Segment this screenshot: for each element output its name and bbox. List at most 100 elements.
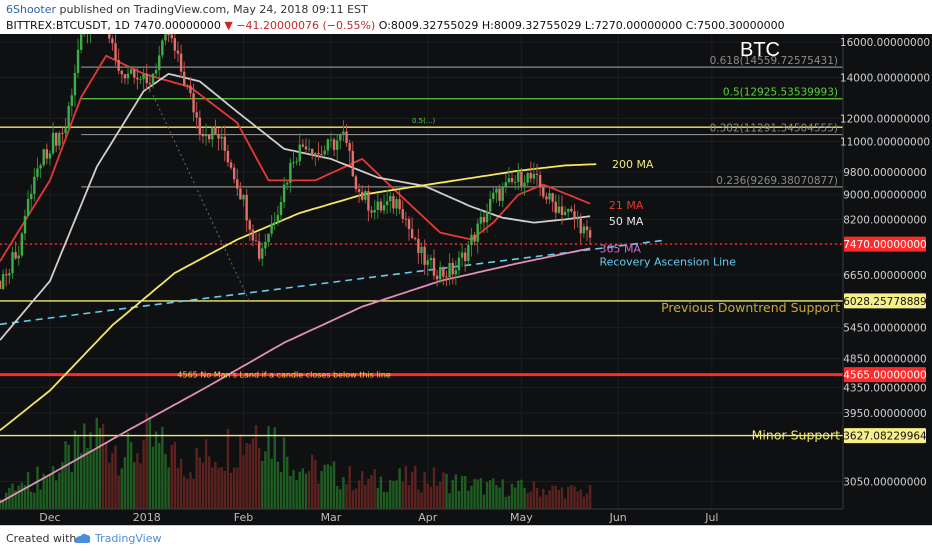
tradingview-brand-link[interactable]: TradingView xyxy=(95,532,161,545)
symbol-label[interactable]: BITTREX:BTCUSDT, 1D xyxy=(6,19,130,32)
fib-level-label: 0.236(9269.38070877) xyxy=(716,175,838,187)
volume-bar xyxy=(233,468,235,509)
candle-body xyxy=(299,145,301,162)
volume-bar xyxy=(583,497,585,509)
volume-bar xyxy=(492,478,494,509)
volume-bar xyxy=(39,490,41,509)
candle-body xyxy=(14,252,16,258)
volume-bar xyxy=(171,445,173,509)
candle-body xyxy=(380,201,382,210)
volume-bar xyxy=(33,493,35,509)
candle-body xyxy=(39,165,41,168)
candle-body xyxy=(67,106,69,128)
candle-body xyxy=(483,217,485,222)
close-value: C:7500.30000000 xyxy=(686,19,785,32)
volume-bar xyxy=(286,457,288,509)
last-price: 7470.00000000 xyxy=(133,19,220,32)
volume-bar xyxy=(427,484,429,509)
candle-body xyxy=(5,274,7,275)
volume-bar xyxy=(542,489,544,509)
candle-body xyxy=(36,169,38,177)
volume-bar xyxy=(423,472,425,509)
volume-bar xyxy=(308,471,310,509)
volume-bar xyxy=(558,490,560,509)
candle-body xyxy=(567,209,569,212)
price-tick-label: 16000.00000000 xyxy=(840,37,930,49)
candle-body xyxy=(174,38,176,50)
candle-body xyxy=(367,191,369,210)
volume-bar xyxy=(445,474,447,509)
volume-bar xyxy=(464,476,466,509)
annotation-label: 21 MA xyxy=(609,199,644,212)
low-value: L:7270.00000000 xyxy=(585,19,682,32)
volume-bar xyxy=(96,418,98,509)
volume-bar xyxy=(102,424,104,509)
volume-bar xyxy=(389,480,391,509)
volume-bar xyxy=(214,462,216,509)
volume-bar xyxy=(267,426,269,509)
volume-bar xyxy=(64,441,66,509)
volume-bar xyxy=(483,495,485,509)
candle-body xyxy=(398,199,400,209)
volume-bar xyxy=(473,479,475,509)
volume-bar xyxy=(239,434,241,509)
volume-bar xyxy=(67,445,69,509)
volume-bar xyxy=(236,467,238,509)
candle-body xyxy=(292,162,294,163)
candle-body xyxy=(58,133,60,146)
volume-bar xyxy=(227,429,229,509)
created-with-text: Created with xyxy=(6,532,76,545)
candle-body xyxy=(542,187,544,196)
price-chart[interactable]: 0.618(14559.72575431)0.5(12925.53539993)… xyxy=(0,34,932,525)
volume-bar xyxy=(21,482,23,509)
candle-body xyxy=(430,258,432,260)
volume-bar xyxy=(121,468,123,509)
volume-bar xyxy=(411,472,413,509)
author-link[interactable]: 6Shooter xyxy=(6,3,56,16)
volume-bar xyxy=(49,474,51,509)
candle-body xyxy=(352,151,354,176)
candle-body xyxy=(548,193,550,199)
candle-body xyxy=(576,218,578,219)
volume-bar xyxy=(420,492,422,509)
volume-bar xyxy=(196,448,198,509)
price-tick-label: 9000.00000000 xyxy=(843,190,927,202)
candle-body xyxy=(30,194,32,199)
volume-bar xyxy=(461,476,463,509)
candle-body xyxy=(583,226,585,233)
candle-body xyxy=(395,199,397,208)
candle-body xyxy=(373,210,375,213)
candle-body xyxy=(230,162,232,167)
volume-bar xyxy=(383,492,385,509)
volume-bar xyxy=(523,488,525,509)
candle-body xyxy=(327,140,329,151)
annotation-label: 200 MA xyxy=(612,158,654,171)
volume-bar xyxy=(520,480,522,509)
candle-body xyxy=(71,95,73,106)
candle-body xyxy=(539,175,541,187)
volume-bar xyxy=(255,425,257,509)
volume-bar xyxy=(408,485,410,509)
volume-bar xyxy=(386,492,388,509)
volume-bar xyxy=(161,427,163,509)
volume-bar xyxy=(330,466,332,509)
candle-body xyxy=(580,218,582,233)
volume-bar xyxy=(280,472,282,509)
volume-bar xyxy=(186,479,188,509)
volume-bar xyxy=(526,493,528,509)
candle-body xyxy=(11,252,13,273)
candle-body xyxy=(305,146,307,149)
candle-body xyxy=(130,69,132,73)
volume-bar xyxy=(58,473,60,509)
volume-bar xyxy=(495,485,497,509)
volume-bar xyxy=(258,448,260,509)
volume-bar xyxy=(336,486,338,509)
volume-bar xyxy=(5,493,7,509)
volume-bar xyxy=(295,480,297,509)
volume-bar xyxy=(292,470,294,509)
volume-bar xyxy=(245,443,247,509)
volume-bar xyxy=(302,468,304,509)
candle-body xyxy=(411,229,413,238)
candle-body xyxy=(427,260,429,265)
volume-bar xyxy=(105,442,107,509)
